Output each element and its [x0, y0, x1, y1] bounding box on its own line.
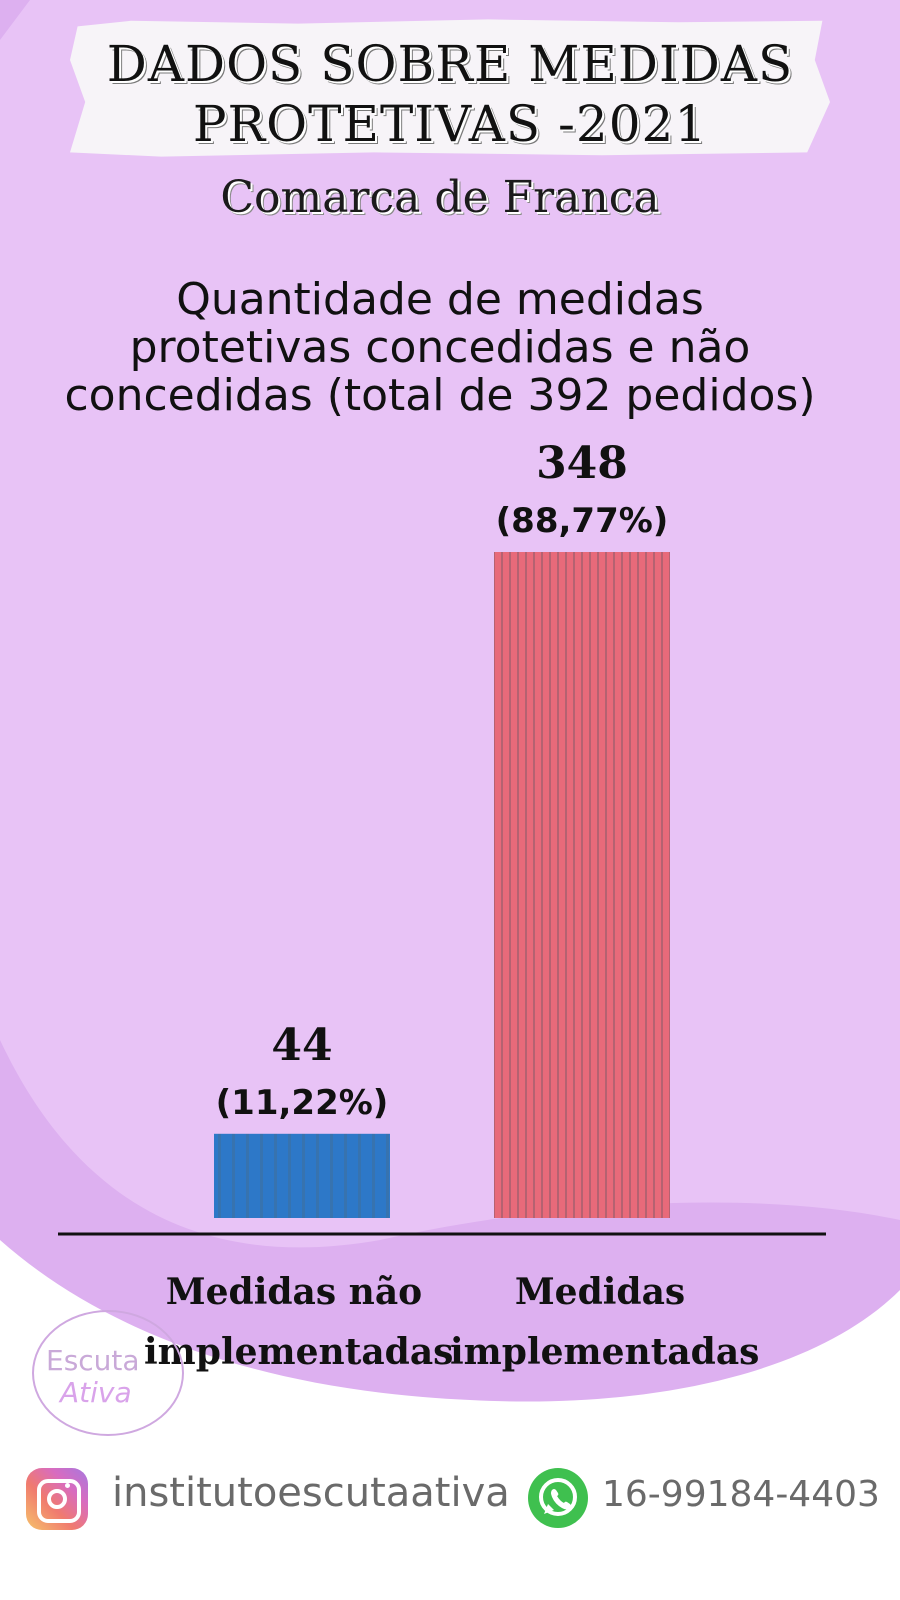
whatsapp-icon[interactable]	[528, 1468, 588, 1528]
title-line-1: DADOS SOBRE MEDIDAS	[106, 35, 794, 93]
instagram-camera-outline	[37, 1479, 81, 1523]
title-line-2: PROTETIVAS -2021	[192, 95, 708, 153]
category-label-1-line-2: implementadas	[450, 1331, 760, 1373]
chart-heading-line-3: concedidas (total de 392 pedidos)	[64, 370, 816, 421]
page-title: DADOS SOBRE MEDIDAS PROTETIVAS -2021	[70, 34, 830, 154]
category-label-1: Medidas implementadas	[450, 1262, 760, 1382]
title-banner	[70, 19, 830, 157]
bar-0-value-label: 44	[271, 1020, 332, 1071]
bar-chart: 44 (11,22%) 348 (88,77%)	[58, 438, 826, 1236]
category-label-1-line-1: Medidas	[514, 1271, 686, 1313]
logo-text-line-2: Ativa	[60, 1376, 132, 1409]
bar-0	[214, 1133, 390, 1218]
footer: institutoescutaativa 16-99184-4403	[0, 1460, 900, 1550]
bar-0-percent-label: (11,22%)	[216, 1083, 389, 1123]
escuta-ativa-logo: Escuta Ativa	[32, 1310, 184, 1436]
category-label-0: Medidas não implementadas	[144, 1262, 454, 1382]
chart-heading-line-1: Quantidade de medidas	[176, 274, 704, 325]
subtitle: Comarca de Franca	[220, 172, 660, 223]
chart-heading-line-2: protetivas concedidas e não	[129, 322, 751, 373]
bar-1	[494, 552, 670, 1218]
instagram-handle[interactable]: institutoescutaativa	[112, 1470, 510, 1516]
category-label-0-line-2: implementadas	[144, 1331, 454, 1373]
instagram-icon[interactable]	[26, 1468, 88, 1530]
bar-1-value-label: 348	[536, 438, 628, 489]
phone-number[interactable]: 16-99184-4403	[602, 1474, 880, 1515]
instagram-flash-dot	[65, 1483, 70, 1488]
logo-text-line-1: Escuta	[46, 1344, 140, 1377]
instagram-lens	[47, 1489, 67, 1509]
bar-1-percent-label: (88,77%)	[496, 501, 669, 541]
category-label-0-line-1: Medidas não	[165, 1271, 423, 1313]
chart-heading: Quantidade de medidas protetivas concedi…	[20, 276, 860, 420]
